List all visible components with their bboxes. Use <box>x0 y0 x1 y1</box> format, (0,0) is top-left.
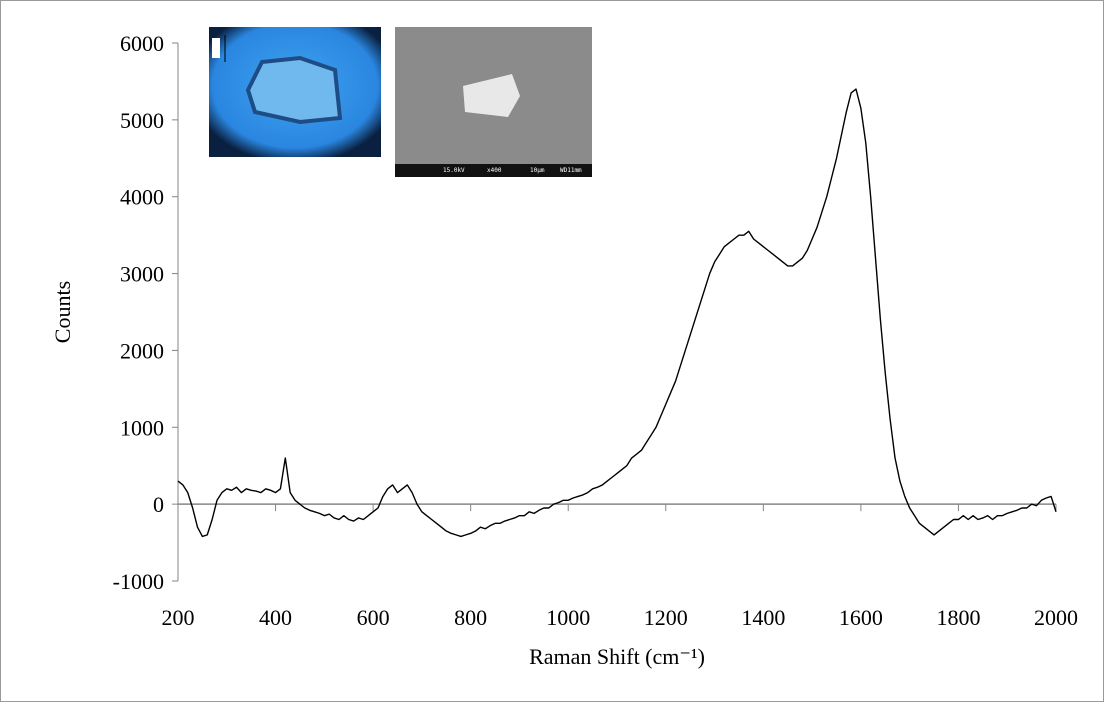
y-tick-label: 3000 <box>120 262 164 287</box>
x-tick-label: 1600 <box>839 605 883 630</box>
y-tick-label: 0 <box>153 492 164 517</box>
y-tick-label: 2000 <box>120 338 164 363</box>
inset-sem: 15.0kV x400 10µm WD11mm <box>395 27 592 177</box>
x-tick-label: 800 <box>454 605 487 630</box>
annotation: 15.0kV <box>443 167 465 174</box>
x-tick-label: 1000 <box>546 605 590 630</box>
y-tick-label: 5000 <box>120 108 164 133</box>
annotation: WD11mm <box>560 167 582 174</box>
x-tick-label: 400 <box>259 605 292 630</box>
annotation: 10µm <box>530 167 545 174</box>
y-tick-label: 4000 <box>120 185 164 210</box>
x-axis-label: Raman Shift (cm⁻¹) <box>529 644 705 669</box>
inset-optical <box>209 27 381 157</box>
x-tick-label: 200 <box>162 605 195 630</box>
y-axis-label: Counts <box>50 281 75 343</box>
y-tick-label: 6000 <box>120 31 164 56</box>
x-tick-label: 1800 <box>936 605 980 630</box>
x-tick-label: 600 <box>357 605 390 630</box>
x-tick-label: 1200 <box>644 605 688 630</box>
y-tick-label: 1000 <box>120 415 164 440</box>
x-tick-label: 1400 <box>741 605 785 630</box>
x-tick-label: 2000 <box>1034 605 1078 630</box>
annotation: x400 <box>487 167 502 174</box>
spectrum-line <box>177 88 1057 538</box>
y-tick-label: -1000 <box>113 569 164 594</box>
